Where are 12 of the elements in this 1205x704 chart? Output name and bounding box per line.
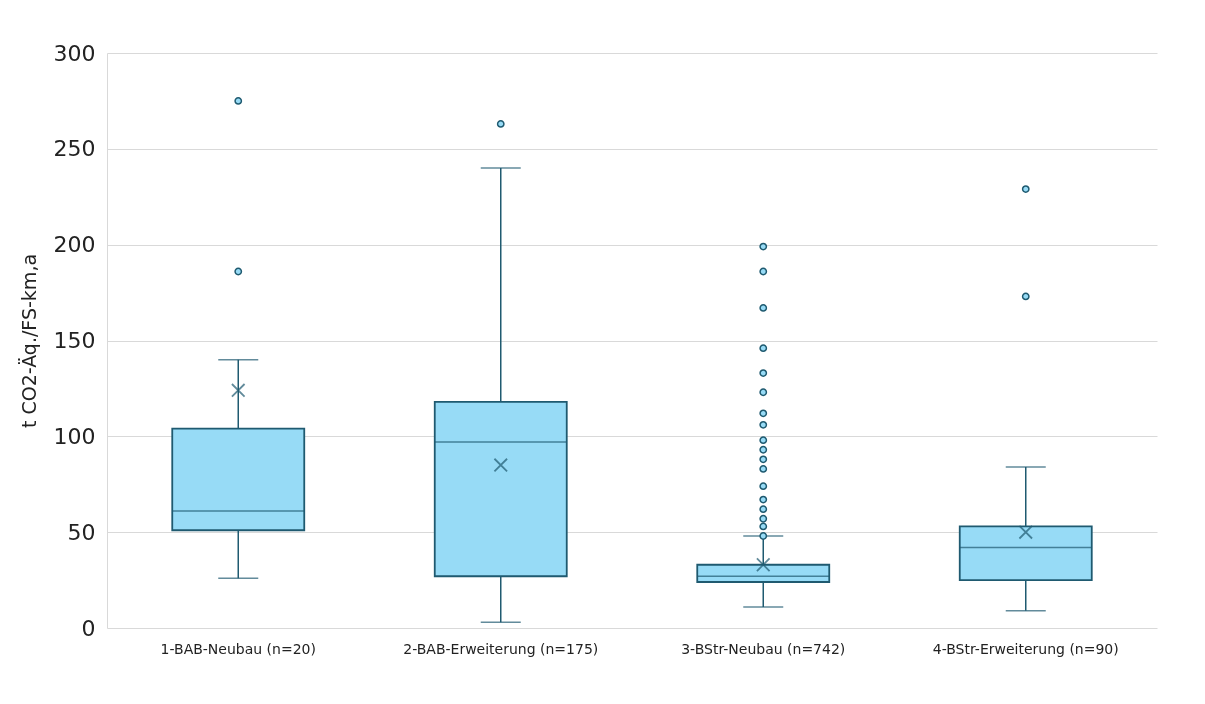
x-tick-label: 4-BStr-Erweiterung (n=90) (932, 640, 1119, 657)
x-tick-label: 1-BAB-Neubau (n=20) (160, 640, 316, 657)
y-axis-title: t CO2-Äq./FS-km,a (17, 253, 40, 429)
x-tick-label: 2-BAB-Erweiterung (n=175) (403, 640, 599, 657)
x-tick-label: 3-BStr-Neubau (n=742) (681, 640, 846, 657)
y-tick-label: 0 (81, 615, 96, 641)
y-tick-label: 100 (53, 423, 96, 449)
y-tick-label: 150 (53, 328, 96, 353)
y-tick-label: 50 (67, 519, 96, 545)
y-tick-label: 200 (53, 232, 96, 258)
y-tick-label: 250 (53, 136, 96, 162)
y-tick-label: 300 (53, 40, 96, 66)
